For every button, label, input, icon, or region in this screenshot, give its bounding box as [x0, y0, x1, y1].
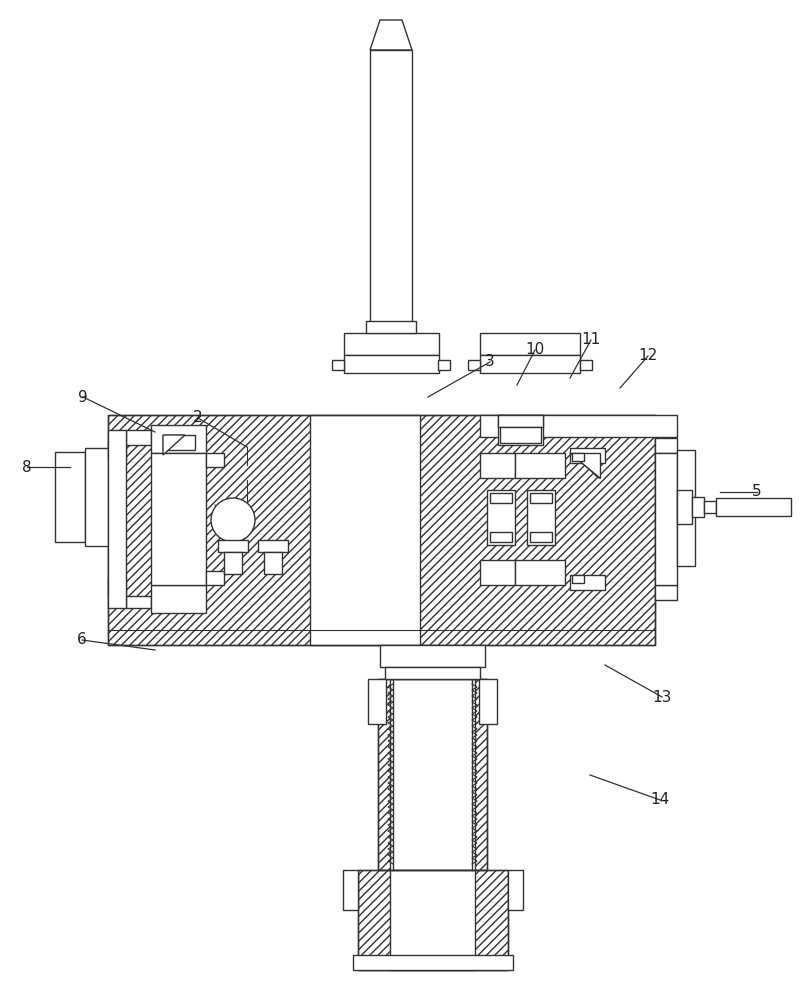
Polygon shape [163, 435, 195, 450]
Bar [362, 350, 419, 358]
Bar [358, 870, 508, 970]
Bar [379, 645, 484, 667]
Bar [378, 679, 486, 870]
Bar [691, 497, 703, 517]
Text: 5: 5 [751, 485, 761, 499]
Polygon shape [163, 435, 184, 455]
Bar [126, 596, 151, 608]
Bar [654, 438, 676, 453]
Text: 6: 6 [77, 633, 87, 648]
Text: 2: 2 [193, 410, 203, 426]
Bar [480, 355, 579, 373]
Text: 11: 11 [581, 332, 600, 348]
Bar [107, 415, 654, 645]
Bar [217, 540, 248, 552]
Bar [367, 679, 386, 724]
Circle shape [211, 498, 255, 542]
Bar [126, 430, 151, 445]
Bar [489, 493, 512, 503]
Bar [257, 540, 288, 552]
Bar [342, 870, 358, 910]
Bar [331, 360, 343, 370]
Bar [468, 360, 480, 370]
Bar [384, 667, 480, 679]
Bar [390, 870, 475, 970]
Bar [497, 415, 542, 445]
Bar [489, 532, 512, 542]
Bar [390, 679, 475, 870]
Bar [529, 493, 551, 503]
Bar [579, 360, 591, 370]
Bar [151, 585, 206, 613]
Bar [264, 552, 282, 574]
Bar [569, 448, 604, 463]
Bar [370, 50, 411, 355]
Bar [378, 679, 486, 870]
Text: 13: 13 [651, 690, 670, 704]
Bar [480, 453, 514, 478]
Bar [514, 560, 565, 585]
Bar [151, 425, 206, 453]
Bar [571, 575, 583, 583]
Bar [107, 430, 126, 608]
Bar [358, 870, 508, 970]
Bar [500, 427, 541, 443]
Bar [569, 575, 604, 590]
Bar [571, 453, 583, 461]
Bar [526, 490, 554, 545]
Text: 8: 8 [22, 460, 32, 475]
Bar [529, 532, 551, 542]
Bar [486, 490, 514, 545]
Bar [479, 679, 496, 724]
Bar [85, 448, 107, 546]
Bar [206, 571, 224, 585]
Bar [343, 355, 439, 373]
Polygon shape [569, 453, 599, 478]
Bar [107, 578, 126, 596]
Text: 3: 3 [484, 355, 494, 369]
Bar [151, 453, 206, 585]
Bar [480, 560, 514, 585]
Bar [343, 333, 439, 355]
Bar [676, 450, 695, 566]
Bar [353, 955, 512, 970]
Bar [497, 415, 542, 427]
Bar [480, 415, 676, 437]
Bar [654, 453, 676, 585]
Bar [480, 333, 579, 355]
Bar [224, 552, 241, 574]
Bar [55, 452, 85, 542]
Text: 14: 14 [650, 792, 669, 808]
Text: 10: 10 [525, 342, 544, 358]
Polygon shape [370, 20, 411, 50]
Bar [676, 490, 691, 524]
Bar [703, 501, 715, 513]
Bar [508, 870, 522, 910]
Bar [514, 453, 565, 478]
Bar [206, 453, 224, 467]
Bar [366, 321, 415, 333]
Bar [654, 585, 676, 600]
Bar [715, 498, 790, 516]
Text: 12: 12 [638, 349, 657, 363]
Bar [437, 360, 449, 370]
Bar [310, 415, 419, 645]
Text: 9: 9 [78, 389, 87, 404]
Bar [107, 415, 654, 645]
Bar [107, 442, 126, 460]
